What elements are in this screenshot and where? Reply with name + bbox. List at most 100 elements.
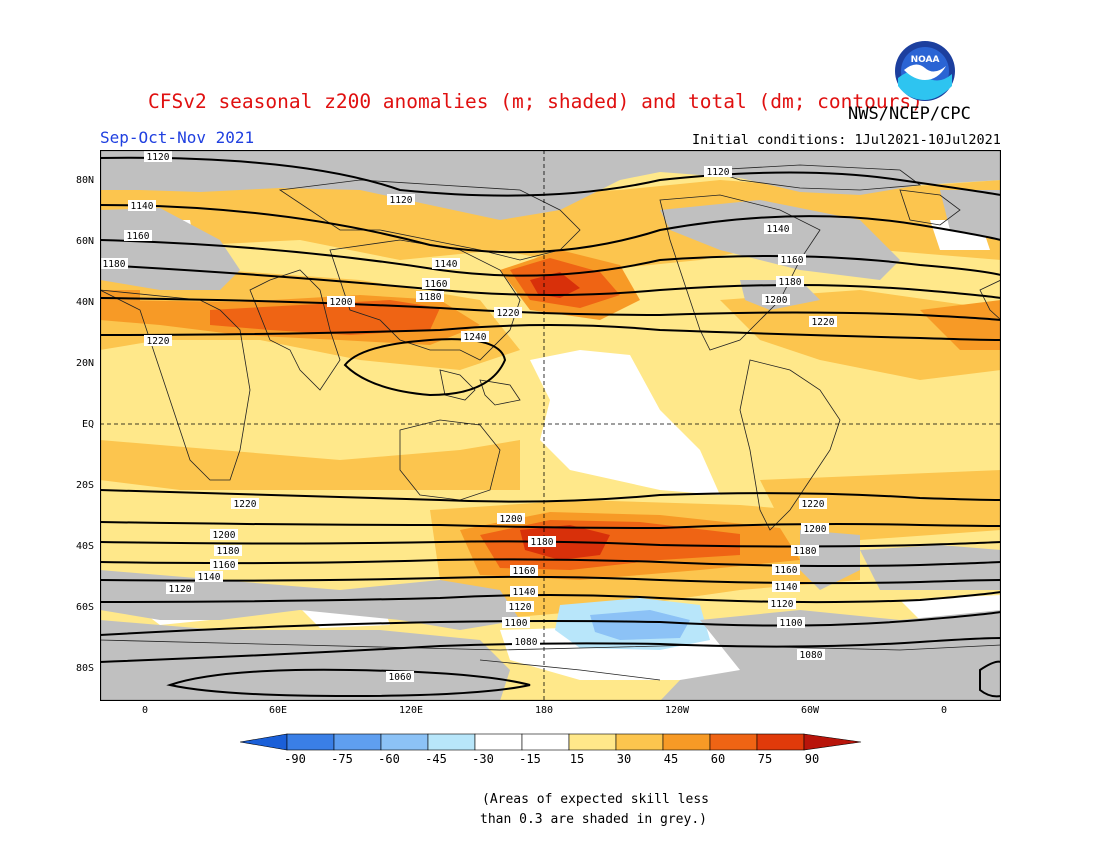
svg-text:1200: 1200 <box>330 297 353 308</box>
colorbar-label: 45 <box>663 752 679 766</box>
contour-label: 1180 <box>214 545 242 557</box>
colorbar-cell <box>709 733 758 751</box>
colorbar-label: 90 <box>804 752 820 766</box>
contour-label: 1180 <box>528 536 556 548</box>
lon-label: 60E <box>268 705 288 716</box>
svg-text:1180: 1180 <box>794 546 817 557</box>
svg-text:1120: 1120 <box>509 602 532 613</box>
contour-label: 1180 <box>776 276 804 288</box>
colorbar-cell <box>615 733 664 751</box>
svg-text:1200: 1200 <box>765 295 788 306</box>
contour-label: 1200 <box>801 523 829 535</box>
noaa-logo-text: NOAA <box>911 55 940 65</box>
contour-label: 1140 <box>432 258 460 270</box>
svg-text:1140: 1140 <box>435 259 458 270</box>
colorbar-cell <box>240 733 288 751</box>
contour-label: 1180 <box>100 258 128 270</box>
lat-label: 60S <box>75 602 94 613</box>
contour-label: 1080 <box>512 636 540 648</box>
lat-label: 60N <box>75 236 94 247</box>
colorbar-label: 15 <box>569 752 585 766</box>
svg-text:1240: 1240 <box>464 332 487 343</box>
lon-label: 0 <box>940 705 948 716</box>
svg-text:1140: 1140 <box>767 224 790 235</box>
contour-label: 1220 <box>494 307 522 319</box>
svg-text:1120: 1120 <box>169 584 192 595</box>
lat-label: 20S <box>75 480 94 491</box>
colorbar-label: 75 <box>757 752 773 766</box>
svg-text:1160: 1160 <box>781 255 804 266</box>
contour-label: 1180 <box>791 545 819 557</box>
svg-text:1160: 1160 <box>513 566 536 577</box>
svg-text:1100: 1100 <box>780 618 803 629</box>
lat-label: 80N <box>75 175 94 186</box>
agency-label: NWS/NCEP/CPC <box>848 104 971 124</box>
footnote-line-2: than 0.3 are shaded in grey.) <box>480 812 707 827</box>
lon-label: 120W <box>664 705 690 716</box>
map-title: CFSv2 seasonal z200 anomalies (m; shaded… <box>148 90 923 113</box>
contour-label: 1160 <box>772 564 800 576</box>
colorbar-label: -30 <box>472 752 494 766</box>
svg-text:1220: 1220 <box>802 499 825 510</box>
svg-text:1160: 1160 <box>213 560 236 571</box>
footnote-line-1: (Areas of expected skill less <box>482 792 709 807</box>
contour-label: 1120 <box>768 598 796 610</box>
svg-text:1220: 1220 <box>234 499 257 510</box>
lat-label: 80S <box>75 663 94 674</box>
svg-text:1120: 1120 <box>771 599 794 610</box>
contour-label: 1220 <box>799 498 827 510</box>
colorbar-cell <box>756 733 805 751</box>
contour-label: 1200 <box>497 513 525 525</box>
lat-label: 40N <box>75 297 94 308</box>
contour-label: 1220 <box>231 498 259 510</box>
colorbar-cell <box>427 733 476 751</box>
contour-label: 1200 <box>762 294 790 306</box>
contour-label: 1160 <box>778 254 806 266</box>
colorbar-cell <box>662 733 711 751</box>
colorbar-cell <box>568 733 617 751</box>
colorbar-cell <box>521 733 570 751</box>
colorbar-cell <box>286 733 335 751</box>
height-contours <box>100 156 1001 698</box>
contour-label: 1120 <box>144 151 172 163</box>
contour-label: 1120 <box>387 194 415 206</box>
contour-label: 1140 <box>128 200 156 212</box>
contour-label: 1160 <box>210 559 238 571</box>
contour-label: 1100 <box>777 617 805 629</box>
svg-text:1180: 1180 <box>217 546 240 557</box>
colorbar <box>240 733 862 751</box>
contour-label: 1080 <box>797 649 825 661</box>
svg-text:1220: 1220 <box>812 317 835 328</box>
colorbar-cell <box>380 733 429 751</box>
contour-label: 1140 <box>195 571 223 583</box>
lon-label: 60W <box>800 705 820 716</box>
svg-text:1160: 1160 <box>425 279 448 290</box>
contour-label: 1120 <box>506 601 534 613</box>
contour-label: 1200 <box>327 296 355 308</box>
contour-label: 1240 <box>461 331 489 343</box>
svg-text:1060: 1060 <box>389 672 412 683</box>
svg-text:1200: 1200 <box>804 524 827 535</box>
contour-labels: 1120 1120 1120 1140 1140 1140 1160 1160 … <box>100 151 837 683</box>
contour-label: 1220 <box>809 316 837 328</box>
anomaly-negative-fill <box>555 598 710 650</box>
svg-text:1180: 1180 <box>531 537 554 548</box>
colorbar-label: -15 <box>519 752 541 766</box>
noaa-logo: NOAA <box>895 41 955 101</box>
svg-text:1200: 1200 <box>213 530 236 541</box>
contour-label: 1100 <box>502 617 530 629</box>
contour-label: 1160 <box>422 278 450 290</box>
contour-label: 1140 <box>772 581 800 593</box>
svg-text:1180: 1180 <box>419 292 442 303</box>
map-gridlines <box>100 150 1001 701</box>
svg-text:1120: 1120 <box>147 152 170 163</box>
lat-label: EQ <box>81 419 94 430</box>
contour-label: 1220 <box>144 335 172 347</box>
contour-label: 1140 <box>510 586 538 598</box>
contour-label: 1140 <box>764 223 792 235</box>
contour-label: 1120 <box>704 166 732 178</box>
lat-label: 40S <box>75 541 94 552</box>
contour-label: 1200 <box>210 529 238 541</box>
colorbar-label: -45 <box>425 752 447 766</box>
svg-text:1100: 1100 <box>505 618 528 629</box>
